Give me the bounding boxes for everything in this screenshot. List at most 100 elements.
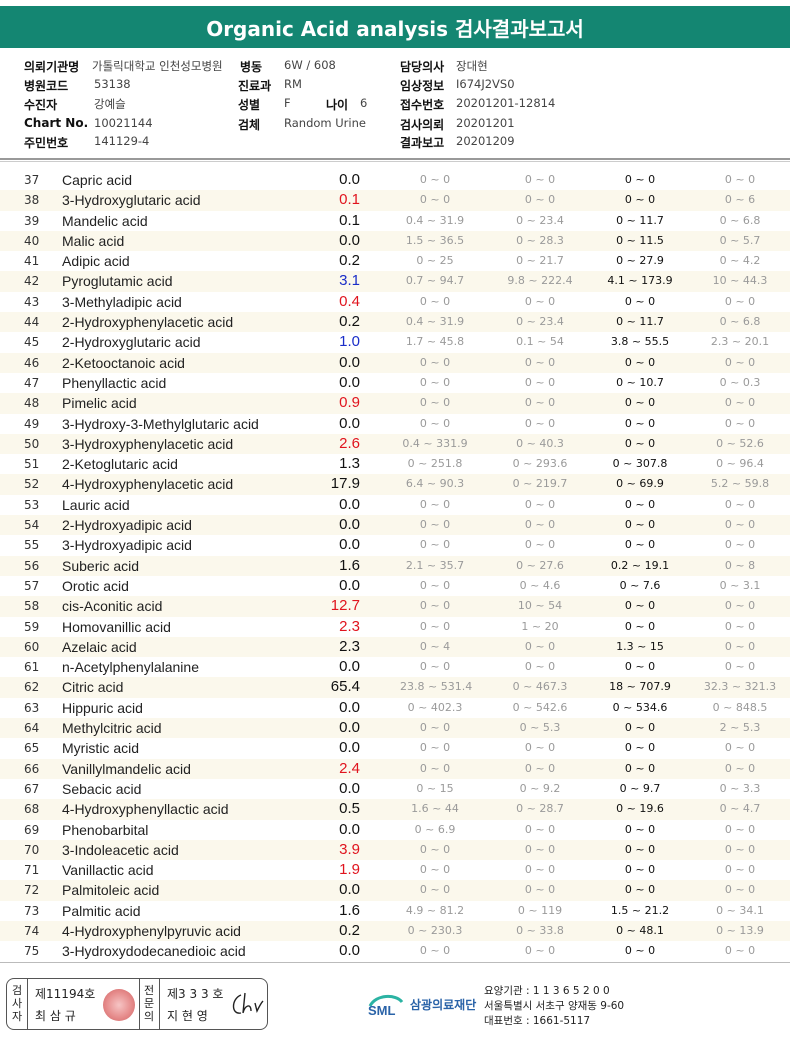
reference-range-3: 0 ~ 0: [624, 842, 656, 856]
table-row: 50 3-Hydroxyphenylacetic acid 2.6 0.4 ~ 331…: [0, 433, 790, 455]
reference-range-3: 0 ~ 11.7: [616, 315, 664, 329]
result-value: 0.0: [339, 698, 360, 716]
table-row: 59 Homovanillic acid 2.3 0 ~ 0 1 ~ 20 0 ~ 0 0 …: [0, 617, 790, 637]
reference-range-3: 0 ~ 0: [624, 822, 656, 836]
row-number: 37: [24, 173, 40, 187]
row-number: 54: [24, 518, 40, 533]
org-phone: 대표번호 : 1661-5117: [484, 1015, 591, 1027]
reference-range-3: 0 ~ 11.5: [616, 233, 664, 247]
sex-value: F: [284, 96, 291, 110]
analyte-name: Hippuric acid: [62, 699, 143, 716]
reference-range-4: 5.2 ~ 59.8: [710, 477, 770, 491]
result-value: 0.4: [339, 292, 360, 310]
reference-range-3: 0 ~ 0: [624, 660, 656, 674]
reference-range-1: 0 ~ 0: [419, 294, 451, 308]
reference-range-2: 0 ~ 9.2: [519, 781, 561, 795]
table-row: 48 Pimelic acid 0.9 0 ~ 0 0 ~ 0 0 ~ 0 0 ~ 0: [0, 393, 790, 414]
reference-range-2: 0 ~ 0: [524, 355, 556, 369]
reference-range-3: 0 ~ 0: [624, 944, 656, 958]
reference-range-2: 0 ~ 0: [524, 639, 556, 653]
reference-range-4: 0 ~ 0: [724, 761, 756, 775]
reference-range-1: 0 ~ 4: [419, 639, 451, 653]
chart-label: Chart No.: [24, 116, 89, 130]
row-number: 41: [24, 254, 40, 269]
row-number: 40: [24, 233, 40, 248]
table-row: 55 3-Hydroxyadipic acid 0.0 0 ~ 0 0 ~ 0 0 ~ 0…: [0, 535, 790, 555]
reference-range-2: 0 ~ 0: [524, 173, 556, 186]
table-row: 63 Hippuric acid 0.0 0 ~ 402.3 0 ~ 542.6 0 ~ …: [0, 698, 790, 718]
reference-range-1: 0 ~ 0: [419, 883, 451, 897]
row-number: 65: [24, 741, 40, 756]
row-number: 74: [24, 923, 40, 938]
row-number: 75: [24, 944, 40, 959]
reference-range-4: 0 ~ 0: [724, 883, 756, 897]
reference-range-4: 0 ~ 6.8: [719, 213, 761, 227]
result-value: 0.1: [339, 191, 360, 209]
row-number: 71: [24, 863, 40, 878]
reference-range-1: 0.7 ~ 94.7: [405, 274, 465, 288]
reference-range-1: 0 ~ 0: [419, 173, 451, 186]
reference-range-2: 0 ~ 0: [524, 741, 556, 755]
reference-range-3: 3.8 ~ 55.5: [610, 335, 670, 349]
analyte-name: 2-Ketoglutaric acid: [62, 456, 178, 473]
reference-range-4: 0 ~ 0: [724, 497, 756, 511]
reference-range-3: 0 ~ 11.7: [616, 213, 664, 227]
reference-range-2: 0 ~ 0: [524, 518, 556, 532]
clinical-value: I674J2VS0: [456, 77, 515, 91]
analyte-name: 3-Indoleacetic acid: [62, 841, 179, 858]
row-number: 49: [24, 416, 40, 431]
row-number: 73: [24, 903, 40, 918]
reference-range-3: 0 ~ 9.7: [619, 781, 661, 795]
reference-range-2: 0 ~ 0: [524, 761, 556, 775]
table-row: 69 Phenobarbital 0.0 0 ~ 6.9 0 ~ 0 0 ~ 0 0 ~ 0: [0, 820, 790, 840]
reference-range-2: 0 ~ 28.7: [516, 802, 564, 816]
analyte-name: Phenobarbital: [62, 821, 149, 838]
reference-range-1: 1.5 ~ 36.5: [405, 233, 465, 247]
result-value: 0.0: [339, 353, 360, 371]
result-value: 1.6: [339, 556, 360, 574]
reference-range-4: 0 ~ 0: [724, 518, 756, 532]
reference-range-2: 0 ~ 5.3: [519, 721, 561, 735]
reference-range-4: 0 ~ 96.4: [716, 457, 764, 471]
institution-value: 가톨릭대학교 인천성모병원: [92, 59, 223, 73]
row-number: 38: [24, 193, 40, 208]
analyte-name: Homovanillic acid: [62, 618, 171, 635]
reference-range-2: 10 ~ 54: [517, 599, 563, 613]
reference-range-3: 0 ~ 0: [624, 497, 656, 511]
doctor-label: 담당의사: [400, 60, 445, 74]
result-table: 37 Capric acid 0.0 0 ~ 0 0 ~ 0 0 ~ 0 0 ~ 0 38 3-…: [0, 170, 790, 962]
row-number: 51: [24, 457, 40, 472]
reference-range-4: 0 ~ 52.6: [716, 436, 764, 450]
reference-range-1: 0 ~ 0: [419, 578, 451, 592]
reference-range-1: 0 ~ 0: [419, 660, 451, 674]
reference-range-3: 0 ~ 0: [624, 538, 656, 552]
row-number: 39: [24, 213, 40, 228]
reference-range-1: 0 ~ 0: [419, 761, 451, 775]
analyte-name: Palmitic acid: [62, 902, 141, 919]
reference-range-1: 0 ~ 0: [419, 193, 451, 207]
reference-range-2: 0 ~ 467.3: [512, 680, 568, 694]
reference-range-1: 0 ~ 0: [419, 416, 451, 430]
analyte-name: Myristic acid: [62, 740, 140, 757]
reference-range-2: 0 ~ 119: [517, 903, 563, 917]
reference-range-4: 0 ~ 0: [724, 741, 756, 755]
table-row: 71 Vanillactic acid 1.9 0 ~ 0 0 ~ 0 0 ~ 0 0 ~ …: [0, 860, 790, 880]
result-value: 0.0: [339, 719, 360, 737]
reference-range-1: 0 ~ 25: [416, 254, 454, 268]
result-value: 0.0: [339, 516, 360, 534]
table-row: 46 2-Ketooctanoic acid 0.0 0 ~ 0 0 ~ 0 0 ~ 0 0…: [0, 352, 790, 373]
result-value: 0.0: [339, 658, 360, 676]
analyte-name: 2-Hydroxyphenylacetic acid: [62, 314, 234, 331]
reference-range-1: 23.8 ~ 531.4: [400, 680, 473, 694]
row-number: 59: [24, 619, 40, 634]
reference-range-4: 32.3 ~ 321.3: [703, 680, 777, 694]
reference-range-4: 0 ~ 0: [724, 538, 756, 552]
reference-range-3: 4.1 ~ 173.9: [607, 274, 673, 288]
sign-divider: [159, 979, 160, 1029]
reference-range-3: 0 ~ 0: [624, 173, 656, 186]
reference-range-3: 0 ~ 0: [624, 761, 656, 775]
specimen-value: Random Urine: [284, 116, 366, 130]
reference-range-1: 0.4 ~ 31.9: [405, 315, 465, 329]
reference-range-1: 2.1 ~ 35.7: [405, 558, 465, 572]
reference-range-2: 0 ~ 293.6: [512, 457, 568, 471]
